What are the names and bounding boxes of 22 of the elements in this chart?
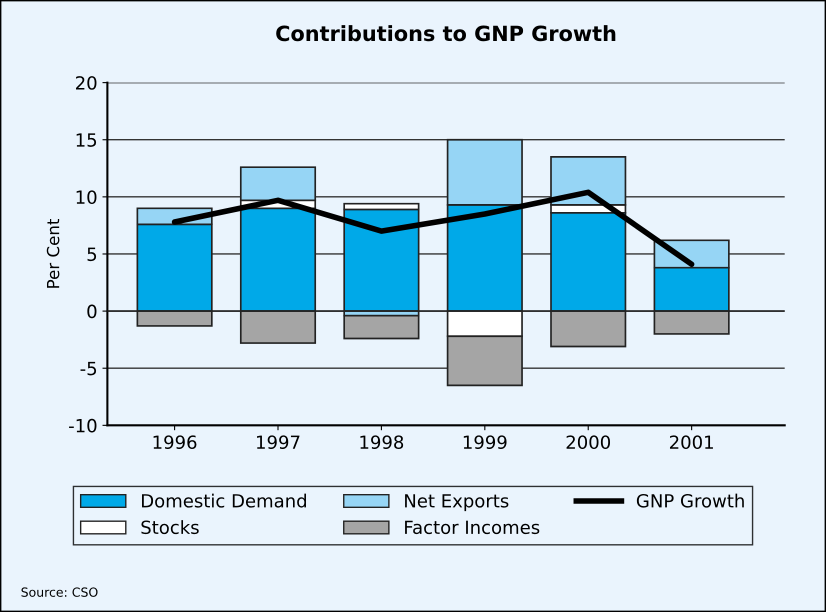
legend-label: Domestic Demand <box>142 494 306 508</box>
y-tick-label: -5 <box>80 362 96 376</box>
y-tick-label: 10 <box>76 190 96 204</box>
x-tick-label: 1997 <box>257 435 300 450</box>
x-tick-label: 1998 <box>360 435 404 450</box>
x-tick-label: 2000 <box>566 435 610 450</box>
y-tick-label: 5 <box>88 248 96 262</box>
legend-label: Stocks <box>141 520 199 534</box>
x-tick-label: 2001 <box>670 435 713 450</box>
y-tick-label: 20 <box>76 76 96 90</box>
bar <box>343 314 420 340</box>
legend-label: Factor Incomes <box>405 520 540 534</box>
y-tick-label: 0 <box>87 304 96 318</box>
y-tick-label: -10 <box>69 418 96 432</box>
y-axis-title: Per Cent <box>46 218 60 288</box>
x-tick-label: 1996 <box>154 435 196 450</box>
legend-label: Net Exports <box>405 494 508 512</box>
legend-label: GNP Growth <box>636 494 744 508</box>
chart-title: Contributions to GNP Growth <box>276 25 616 42</box>
source-note: Source: CSO <box>21 587 98 597</box>
x-tick-label: 1999 <box>464 435 507 450</box>
y-tick-label: 15 <box>76 133 96 147</box>
